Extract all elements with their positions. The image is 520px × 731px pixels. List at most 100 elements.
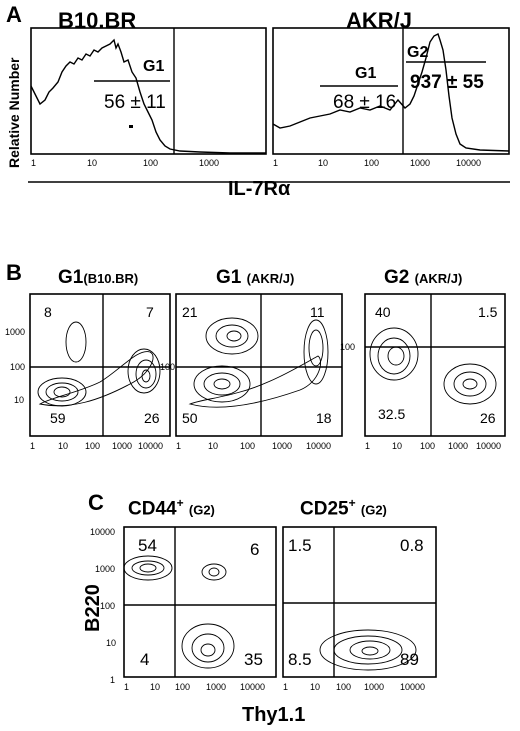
panel-a-right-stat2: 937 ± 55 xyxy=(410,72,484,93)
panel-c-plot2-q-lr: 89 xyxy=(400,650,419,669)
svg-text:1000: 1000 xyxy=(95,564,115,574)
svg-text:1000: 1000 xyxy=(410,158,430,168)
svg-text:1: 1 xyxy=(176,441,181,451)
panel-c-plot1-q-lr: 35 xyxy=(244,650,263,669)
svg-text:1000: 1000 xyxy=(199,158,219,168)
panel-c-plot1-title-sub: (G2) xyxy=(188,502,215,518)
panel-b-plot1-title-main: G1 xyxy=(58,267,84,288)
svg-text:1000: 1000 xyxy=(112,441,132,451)
svg-text:100: 100 xyxy=(143,158,158,168)
panel-b-plot2-q-ll: 50 xyxy=(182,410,198,426)
svg-text:100: 100 xyxy=(160,362,175,372)
panel-b-plot3-q-ur: 1.5 xyxy=(478,304,498,320)
panel-b-plot2-q-ul: 21 xyxy=(182,304,198,320)
panel-b-plot1-q-ll: 59 xyxy=(50,410,66,426)
panel-b-plot2-title: G1 (AKR/J) xyxy=(216,267,294,289)
svg-text:10: 10 xyxy=(208,441,218,451)
svg-text:10: 10 xyxy=(58,441,68,451)
panel-b-plot1-title: G1(B10.BR) xyxy=(58,267,138,289)
svg-text:1: 1 xyxy=(110,675,115,685)
svg-text:10000: 10000 xyxy=(90,527,115,537)
svg-text:100: 100 xyxy=(175,682,190,692)
panel-a-right-frame xyxy=(272,27,510,155)
panel-b-plot3-q-ul: 40 xyxy=(375,304,391,320)
panel-b-plot3-q-ll: 32.5 xyxy=(378,406,406,422)
panel-c-plot2-title-main: CD25 xyxy=(300,498,349,520)
svg-text:100: 100 xyxy=(420,441,435,451)
svg-text:10: 10 xyxy=(392,441,402,451)
svg-text:10: 10 xyxy=(106,638,116,648)
panel-a-left-title: B10.BR xyxy=(58,8,137,33)
svg-text:10: 10 xyxy=(310,682,320,692)
panel-c-plot2-q-ur: 0.8 xyxy=(400,536,424,555)
panel-b-plot1-q-ul: 8 xyxy=(44,304,52,320)
panel-c-plot1-title-main: CD44 xyxy=(128,498,177,520)
svg-text:10: 10 xyxy=(87,158,97,168)
panel-b-plot1-title-sub: (B10.BR) xyxy=(83,271,139,286)
panel-b-plot-1 xyxy=(29,293,171,437)
svg-text:1: 1 xyxy=(283,682,288,692)
panel-a-xlabel: IL-7Rα xyxy=(228,178,291,200)
svg-text:1: 1 xyxy=(124,682,129,692)
svg-text:100: 100 xyxy=(10,362,25,372)
panel-b-plot2-q-ur: 11 xyxy=(310,304,325,320)
panel-c-letter: C xyxy=(88,490,104,515)
svg-text:100: 100 xyxy=(100,601,115,611)
panel-b-plot-2 xyxy=(175,293,343,437)
svg-text:10000: 10000 xyxy=(456,158,481,168)
panel-b-plot-3 xyxy=(364,293,506,437)
svg-text:100: 100 xyxy=(336,682,351,692)
panel-c-plot1-q-ul: 54 xyxy=(138,536,157,555)
panel-b-plot3-title: G2 (AKR/J) xyxy=(384,267,462,289)
panel-c-plot2-title-sub: (G2) xyxy=(360,502,387,518)
panel-a-right-stat1: 68 ± 16 xyxy=(333,92,397,113)
svg-text:1000: 1000 xyxy=(5,327,25,337)
panel-a-letter: A xyxy=(6,2,22,27)
svg-text:10: 10 xyxy=(14,395,24,405)
svg-text:1: 1 xyxy=(30,441,35,451)
panel-c-ylabel: B220 xyxy=(82,584,104,632)
panel-a-right-gate2: G2 xyxy=(407,44,429,61)
panel-b-plot2-title-sub: (AKR/J) xyxy=(246,271,295,286)
panel-b-letter: B xyxy=(6,260,22,285)
svg-text:100: 100 xyxy=(364,158,379,168)
panel-b-plot2-title-main: G1 xyxy=(216,267,242,288)
svg-text:10: 10 xyxy=(318,158,328,168)
panel-a-left-gate: G1 xyxy=(143,58,165,75)
panel-c-plot1-q-ll: 4 xyxy=(140,650,150,669)
panel-a-right-title: AKR/J xyxy=(346,8,413,33)
panel-a-left-frame xyxy=(30,27,267,155)
panel-a-left-histogram xyxy=(30,38,266,154)
svg-text:100: 100 xyxy=(85,441,100,451)
svg-text:1000: 1000 xyxy=(272,441,292,451)
panel-c-plot2-q-ll: 8.5 xyxy=(288,650,312,669)
panel-c-plot1-title: CD44+ (G2) xyxy=(128,496,215,520)
svg-text:1: 1 xyxy=(31,158,36,168)
svg-text:10000: 10000 xyxy=(306,441,331,451)
panel-c-plot-2 xyxy=(282,526,437,678)
panel-b-plot1-q-ur: 7 xyxy=(146,304,154,320)
svg-text:1: 1 xyxy=(273,158,278,168)
panel-c-plot2-title: CD25+ (G2) xyxy=(300,496,387,520)
panel-c-plot1-q-ur: 6 xyxy=(250,540,260,559)
svg-text:10: 10 xyxy=(150,682,160,692)
svg-text:10000: 10000 xyxy=(400,682,425,692)
panel-c-plot-1 xyxy=(123,526,277,678)
panel-b-plot3-title-main: G2 xyxy=(384,267,410,288)
svg-text:1000: 1000 xyxy=(206,682,226,692)
panel-a-left-stat: 56 ± 11 xyxy=(104,92,166,113)
panel-c-plot1-title-sup: + xyxy=(176,496,184,510)
svg-text:10000: 10000 xyxy=(240,682,265,692)
panel-c-xlabel: Thy1.1 xyxy=(242,704,306,726)
svg-text:1000: 1000 xyxy=(364,682,384,692)
panel-b-plot3-q-lr: 26 xyxy=(480,410,496,426)
svg-text:100: 100 xyxy=(340,342,355,352)
svg-text:1000: 1000 xyxy=(448,441,468,451)
panel-b-plot2-q-lr: 18 xyxy=(316,410,332,426)
svg-text:100: 100 xyxy=(240,441,255,451)
panel-b-plot3-title-sub: (AKR/J) xyxy=(414,271,463,286)
panel-b-plot1-q-lr: 26 xyxy=(144,410,160,426)
panel-a-right-gate1: G1 xyxy=(355,65,377,82)
panel-c-plot2-title-sup: + xyxy=(348,496,356,510)
